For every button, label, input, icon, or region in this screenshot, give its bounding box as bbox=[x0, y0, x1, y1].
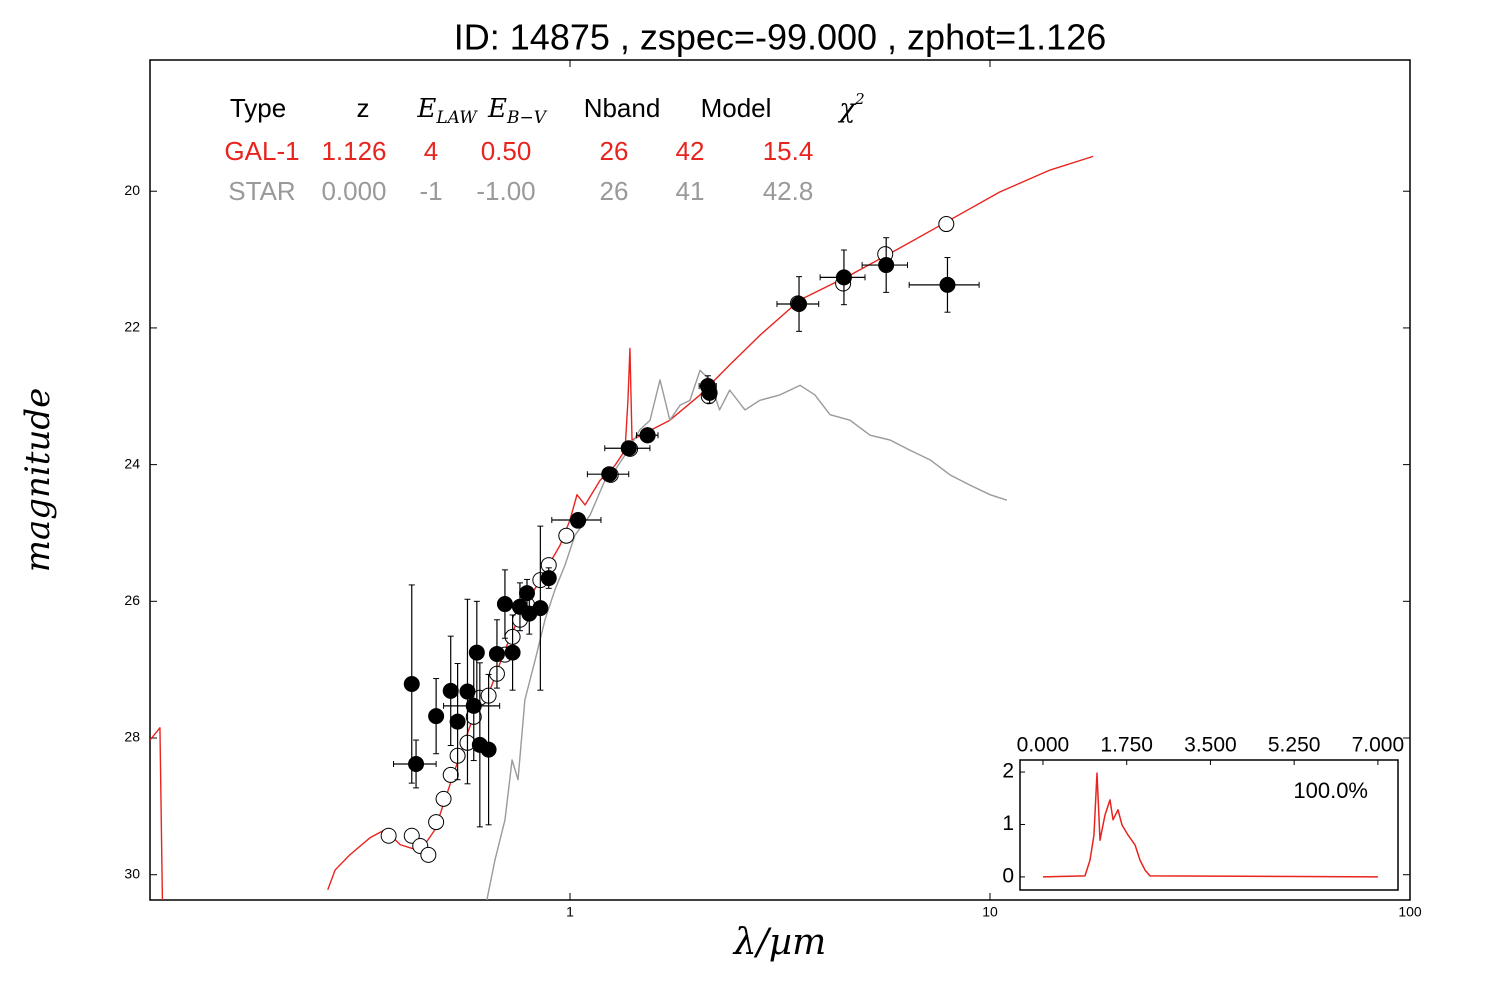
y-tick-label: 2 bbox=[1002, 760, 1014, 783]
model-flux bbox=[938, 216, 955, 233]
x-tick-label: 100 bbox=[1398, 904, 1422, 920]
table-header: EB−V bbox=[487, 94, 548, 128]
observed-flux bbox=[449, 713, 466, 730]
header-text: Nband bbox=[584, 93, 661, 123]
observed-flux bbox=[939, 276, 956, 293]
y-tick-label: 24 bbox=[124, 455, 140, 471]
table-cell: 4 bbox=[424, 136, 438, 166]
table-cell: GAL-1 bbox=[224, 136, 299, 166]
plot-area bbox=[1042, 772, 1378, 878]
model-flux bbox=[558, 527, 575, 544]
header-subscript: LAW bbox=[435, 108, 478, 128]
table-header: Type bbox=[230, 93, 286, 123]
observed-flux bbox=[465, 697, 482, 714]
observed-flux bbox=[408, 755, 425, 772]
plot-frame bbox=[1019, 759, 1399, 891]
header-text: E bbox=[416, 94, 436, 124]
table-header: ELAW bbox=[416, 94, 478, 128]
y-tick-label: 1 bbox=[1002, 812, 1014, 835]
header-superscript: 2 bbox=[854, 90, 865, 108]
observed-flux bbox=[519, 585, 536, 602]
table-cell: -1.00 bbox=[476, 176, 535, 206]
model-flux bbox=[403, 827, 420, 844]
observed-flux bbox=[878, 257, 895, 274]
model-spectrum bbox=[486, 369, 1008, 900]
table-cell: 26 bbox=[600, 136, 629, 166]
header-text: z bbox=[357, 93, 370, 123]
x-tick-label: 3.500 bbox=[1184, 734, 1237, 757]
y-tick-label: 30 bbox=[124, 865, 140, 881]
model-flux bbox=[428, 814, 445, 831]
observed-flux bbox=[701, 384, 718, 401]
header-subscript: B−V bbox=[506, 108, 548, 128]
observed-flux bbox=[532, 600, 549, 617]
table-header: χ2 bbox=[837, 90, 864, 124]
observed-flux bbox=[442, 682, 459, 699]
table-cell: 42 bbox=[676, 136, 705, 166]
table-header: z bbox=[357, 93, 370, 123]
header-text: Type bbox=[230, 93, 286, 123]
y-axis-label: magnitude bbox=[18, 388, 58, 573]
y-tick-label: 26 bbox=[124, 592, 140, 608]
table-cell: 1.126 bbox=[321, 136, 386, 166]
table-cell: 41 bbox=[676, 176, 705, 206]
observed-flux bbox=[540, 570, 557, 587]
table-header: Model bbox=[701, 93, 772, 123]
observed-flux bbox=[570, 511, 587, 528]
table-cell: 26 bbox=[600, 176, 629, 206]
table-cell: 0.50 bbox=[481, 136, 532, 166]
x-tick-label: 1 bbox=[566, 904, 574, 920]
observed-flux bbox=[488, 645, 505, 662]
observed-flux bbox=[468, 644, 485, 661]
observed-flux bbox=[496, 596, 513, 613]
y-tick-label: 0 bbox=[1002, 864, 1014, 887]
observed-flux bbox=[480, 741, 497, 758]
observed-flux bbox=[601, 466, 618, 483]
observed-flux bbox=[835, 269, 852, 286]
table-cell: -1 bbox=[419, 176, 442, 206]
plot-area bbox=[150, 155, 1094, 900]
chart-title: ID: 14875 , zspec=-99.000 , zphot=1.126 bbox=[454, 17, 1106, 58]
observed-flux bbox=[428, 708, 445, 725]
x-tick-label: 0.000 bbox=[1017, 734, 1070, 757]
model-flux bbox=[420, 846, 437, 863]
model-spectrum bbox=[150, 155, 1094, 900]
x-tick-label: 5.250 bbox=[1268, 734, 1321, 757]
y-tick-label: 22 bbox=[124, 319, 140, 335]
header-text: Model bbox=[701, 93, 772, 123]
observed-flux bbox=[639, 427, 656, 444]
model-flux bbox=[435, 790, 452, 807]
table-header: Nband bbox=[584, 93, 661, 123]
header-text: χ bbox=[837, 94, 857, 124]
x-axis-label: λ/µm bbox=[732, 922, 826, 963]
observed-flux bbox=[504, 644, 521, 661]
table-cell: 42.8 bbox=[763, 176, 814, 206]
x-tick-label: 1.750 bbox=[1100, 734, 1153, 757]
x-tick-label: 7.000 bbox=[1352, 734, 1405, 757]
observed-flux bbox=[459, 683, 476, 700]
plot-frame bbox=[149, 59, 1411, 901]
model-flux bbox=[380, 827, 397, 844]
probability-label: 100.0% bbox=[1293, 778, 1368, 803]
table-cell: 0.000 bbox=[321, 176, 386, 206]
observed-flux bbox=[620, 440, 637, 457]
pdf-line bbox=[1042, 772, 1378, 878]
table-cell: STAR bbox=[228, 176, 295, 206]
observed-flux bbox=[403, 676, 420, 693]
y-tick-label: 20 bbox=[124, 182, 140, 198]
observed-flux bbox=[791, 296, 808, 313]
model-flux bbox=[442, 766, 459, 783]
header-text: E bbox=[487, 94, 507, 124]
y-tick-label: 28 bbox=[124, 729, 140, 745]
x-tick-label: 10 bbox=[982, 904, 998, 920]
table-cell: 15.4 bbox=[763, 136, 814, 166]
